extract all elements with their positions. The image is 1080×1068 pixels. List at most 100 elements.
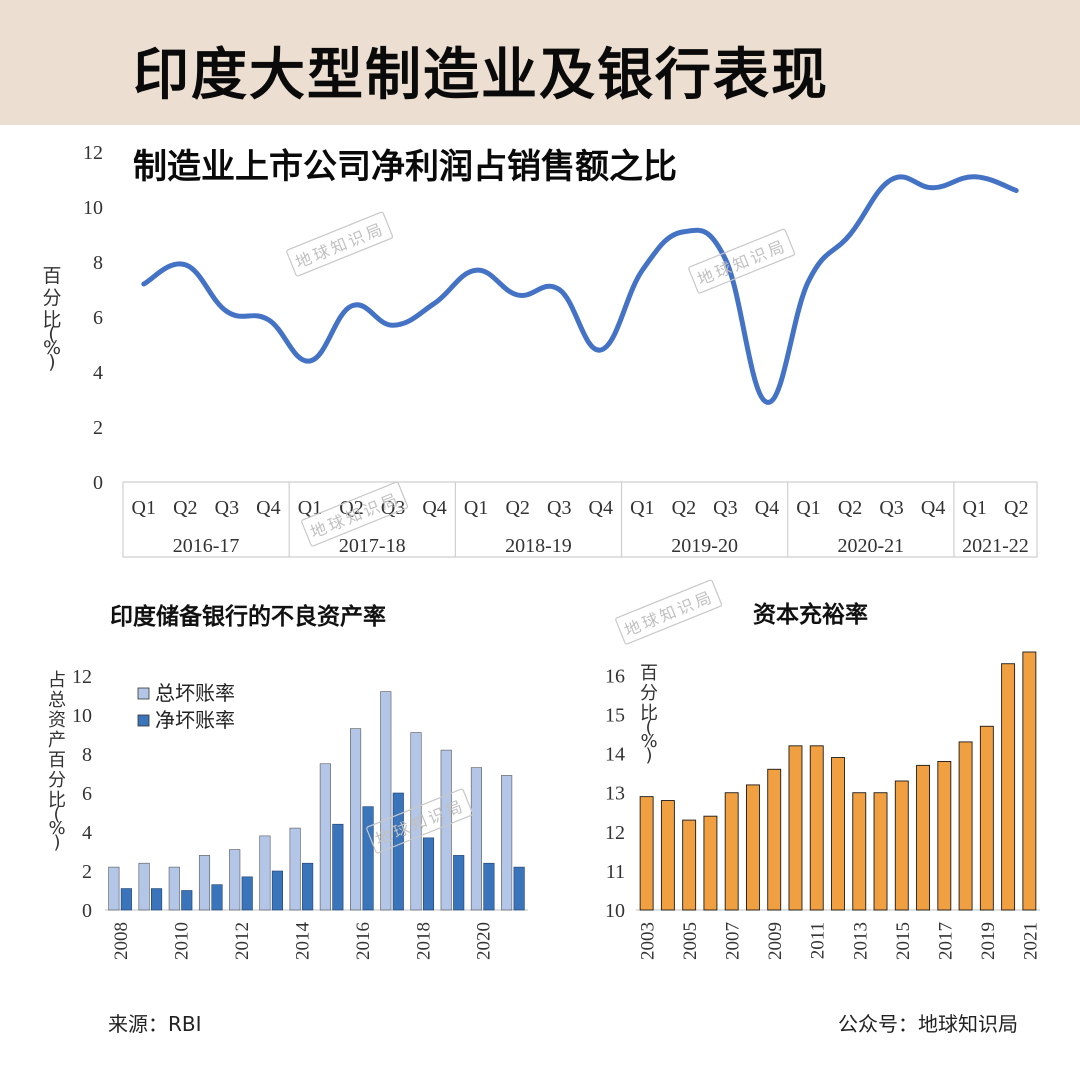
bar-gross (319, 763, 331, 911)
x-tick-label: 2009 (765, 922, 786, 960)
account-note: 公众号：地球知识局 (838, 1012, 1018, 1036)
y-tick-label: 8 (93, 252, 103, 274)
bar-net (483, 862, 495, 911)
bar-net (392, 792, 404, 911)
npa-bar-chart: 印度储备银行的不良资产率 0 2 4 6 8 10 12 占总资产百分比(%) 2008 2010 2… (48, 603, 528, 960)
bar-gross (108, 866, 120, 911)
x-tick-label: 2007 (723, 922, 744, 960)
x-tick-label: Q1 (464, 497, 488, 519)
legend-label: 总坏账率 (155, 681, 235, 705)
x-group-label: 2021-22 (962, 535, 1029, 557)
bar-gross (380, 691, 392, 911)
bar (809, 745, 824, 911)
bar (703, 815, 718, 911)
car-bar-chart: 资本充裕率 10 11 12 13 14 15 16 百分比(%) 2003 2005 2007 200… (605, 601, 1041, 960)
y-tick-label: 10 (72, 705, 92, 727)
x-tick-label: Q4 (422, 497, 446, 519)
watermark-frame (301, 481, 409, 547)
x-tick-label: Q2 (505, 497, 529, 519)
x-tick-label: 2010 (172, 922, 193, 960)
header-banner (0, 0, 1080, 125)
bar-net (513, 866, 525, 911)
bar-gross (168, 866, 180, 911)
watermark-frame (688, 228, 796, 294)
bar-net (422, 837, 435, 911)
bar (682, 819, 697, 911)
npa-chart-title: 印度储备银行的不良资产率 (110, 603, 386, 630)
y-tick-label: 6 (93, 307, 103, 329)
charts-canvas: 制造业上市公司净利润占销售额之比 0 2 4 6 8 10 12 百分比(%) Q1 Q2 Q3 Q4 Q… (42, 142, 1041, 960)
legend-swatch (137, 714, 150, 727)
bar (852, 792, 867, 911)
watermark-frame (615, 579, 723, 645)
bar (745, 784, 760, 911)
source-note: 来源：RBI (108, 1012, 202, 1036)
y-axis-label: 占总资产百分比(%) (48, 670, 66, 853)
y-tick-label: 10 (605, 900, 625, 922)
car-chart-title: 资本充裕率 (753, 601, 868, 628)
bar-gross (350, 728, 362, 911)
y-tick-label: 0 (82, 900, 92, 922)
x-tick-label: Q1 (796, 497, 820, 519)
x-tick-label: Q1 (630, 497, 654, 519)
profit-line-chart: 制造业上市公司净利润占销售额之比 0 2 4 6 8 10 12 百分比(%) Q1 Q2 Q3 Q4 Q… (42, 142, 1038, 558)
bar (873, 792, 888, 911)
x-tick-label: Q3 (215, 497, 239, 519)
y-tick-label: 0 (93, 472, 103, 494)
bar (660, 800, 675, 911)
bar-gross (470, 767, 482, 911)
bar-net (362, 806, 374, 911)
bar (767, 768, 782, 911)
bar-net (241, 876, 253, 911)
x-tick-label: 2015 (893, 922, 914, 960)
y-tick-label: 11 (606, 861, 625, 883)
bar (1022, 651, 1037, 911)
x-tick-label: Q2 (173, 497, 197, 519)
x-tick-label: 2018 (413, 922, 434, 960)
series-line (141, 174, 1019, 405)
watermark-frame (286, 211, 394, 277)
bar (958, 741, 973, 911)
y-tick-label: 2 (93, 417, 103, 439)
x-tick-label: 2019 (978, 922, 999, 960)
x-tick-label: 2021 (1020, 922, 1041, 960)
bar-net (120, 888, 132, 911)
y-tick-label: 16 (605, 665, 625, 687)
bar (639, 796, 654, 911)
x-tick-label: Q1 (132, 497, 156, 519)
x-tick-label: Q4 (755, 497, 779, 519)
x-tick-label: Q2 (672, 497, 696, 519)
x-tick-label: 2012 (232, 922, 253, 960)
x-tick-label: 2016 (353, 922, 374, 960)
bar-gross (289, 827, 301, 911)
y-tick-label: 12 (72, 666, 92, 688)
x-tick-label: Q2 (838, 497, 862, 519)
bar (831, 757, 845, 911)
bar-gross (259, 835, 271, 911)
bar-net (332, 823, 344, 911)
bar (937, 761, 952, 911)
x-tick-label: Q1 (962, 497, 986, 519)
y-tick-label: 15 (605, 705, 625, 727)
bar (979, 725, 994, 911)
bar-net (453, 855, 465, 911)
bar-net (151, 888, 163, 911)
x-tick-label: 2005 (680, 922, 701, 960)
y-tick-label: 12 (83, 142, 103, 164)
y-tick-label: 13 (605, 783, 625, 805)
x-group-label: 2020-21 (837, 535, 904, 557)
bar-net (271, 870, 283, 911)
bar-net (211, 884, 223, 911)
bar-gross (440, 749, 452, 911)
x-tick-label: 2013 (850, 922, 871, 960)
x-tick-label: 2011 (808, 922, 829, 959)
line-chart-title: 制造业上市公司净利润占销售额之比 (133, 147, 677, 187)
bar-gross (198, 855, 211, 911)
legend-swatch (137, 687, 150, 700)
y-tick-label: 10 (83, 197, 103, 219)
x-tick-label: Q3 (547, 497, 571, 519)
bar (788, 745, 803, 911)
watermark-stamp: 地球知识局 (688, 228, 796, 294)
bar (894, 780, 909, 911)
y-axis-label: 百分比(%) (42, 265, 61, 373)
